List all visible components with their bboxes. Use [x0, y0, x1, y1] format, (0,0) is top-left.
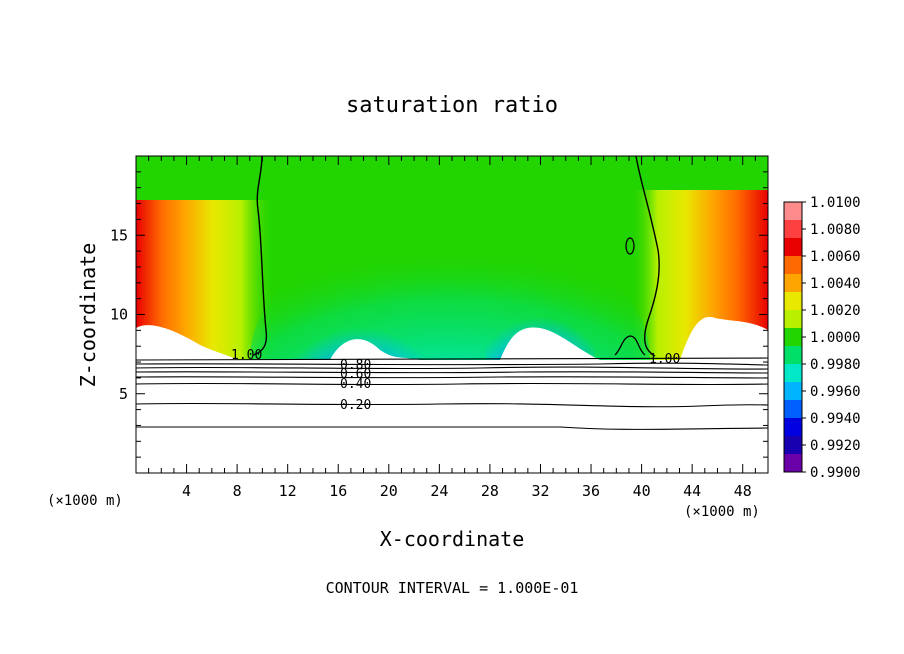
x-tick-label: 48	[734, 482, 752, 500]
y-tick-label: 10	[110, 306, 128, 324]
contour-interval-footer: CONTOUR INTERVAL = 1.000E-01	[326, 579, 579, 597]
y-tick-label: 5	[119, 385, 128, 403]
colorbar-label: 1.0040	[810, 276, 861, 292]
x-axis-label: X-coordinate	[380, 527, 525, 551]
contour-1.00-bump	[614, 335, 646, 356]
colorbar-swatch	[784, 328, 802, 347]
colorbar-label: 0.9980	[810, 357, 861, 373]
contour-line	[136, 366, 768, 370]
contour-label-1.00-left: 1.00	[231, 348, 262, 363]
y-axis-label: Z-coordinate	[76, 243, 100, 388]
contour-label-0.20: 0.20	[340, 398, 371, 413]
y-axis: 5 10 15	[110, 171, 768, 458]
contour-label-0.60: 0.60	[340, 367, 371, 382]
x-tick-label: 20	[380, 482, 398, 500]
colorbar-label: 1.0020	[810, 303, 861, 319]
lower-region	[136, 360, 768, 473]
contour-line	[136, 376, 768, 379]
colorbar-swatch	[784, 256, 802, 275]
x-tick-label: 8	[233, 482, 242, 500]
x-unit-label-left: (×1000 m)	[47, 493, 123, 509]
colorbar-swatch	[784, 400, 802, 419]
dry-region-center	[330, 339, 420, 360]
colorbar-label: 0.9900	[810, 465, 861, 481]
colorbar-swatch	[784, 364, 802, 383]
colorbar-swatch	[784, 310, 802, 329]
x-tick-label: 36	[582, 482, 600, 500]
colorbar-label: 1.0060	[810, 249, 861, 265]
dry-region-right-center	[500, 327, 600, 360]
x-unit-label-right: (×1000 m)	[684, 504, 760, 520]
colorbar-label: 0.9920	[810, 438, 861, 454]
contour-label-0.40: 0.40	[340, 377, 371, 392]
contour-labels: 0.80 0.60 0.40 0.20 1.00 1.00	[231, 348, 680, 413]
contour-line	[136, 362, 768, 366]
contour-label-1.00-right: 1.00	[649, 352, 680, 367]
contour-line	[136, 371, 768, 374]
colorbar-swatch	[784, 436, 802, 455]
contour-label-0.80: 0.80	[340, 358, 371, 373]
contour-line	[136, 426, 768, 430]
colorbar-swatch	[784, 346, 802, 365]
y-tick-label: 15	[110, 226, 128, 244]
colorbar-label: 1.0000	[810, 330, 861, 346]
x-tick-label: 28	[481, 482, 499, 500]
contour-1.00-left	[252, 156, 268, 356]
colorbar-label: 1.0080	[810, 222, 861, 238]
contour-1.00-right	[635, 156, 660, 357]
x-axis: 4 8 12 16 20 24 28 32 36 40 44 48	[148, 156, 756, 500]
x-tick-label: 4	[182, 482, 191, 500]
x-tick-label: 24	[430, 482, 448, 500]
contour-1.00-closed	[625, 237, 635, 255]
x-tick-label: 12	[279, 482, 297, 500]
colorbar-swatch	[784, 238, 802, 257]
colorbar-swatch	[784, 292, 802, 311]
colorbar-swatch	[784, 274, 802, 293]
x-tick-label: 32	[531, 482, 549, 500]
dry-region-right	[680, 316, 768, 360]
plot-area: 0.80 0.60 0.40 0.20 1.00 1.00	[136, 156, 768, 473]
colorbar-label: 0.9960	[810, 384, 861, 400]
colorbar-swatch	[784, 418, 802, 437]
colorbar-label: 1.0100	[810, 195, 861, 211]
x-tick-label: 44	[683, 482, 701, 500]
colorbar-swatch	[784, 202, 802, 221]
contour-line	[136, 402, 768, 408]
contour-line	[136, 382, 768, 386]
dry-region-left	[136, 325, 238, 360]
x-tick-label: 40	[633, 482, 651, 500]
colorbar-swatch	[784, 454, 802, 473]
colorbar-label: 0.9940	[810, 411, 861, 427]
chart-title: saturation ratio	[346, 93, 558, 118]
colorbar-swatch	[784, 220, 802, 239]
colorbar-swatch	[784, 382, 802, 401]
colorbar: 1.0100 1.0080 1.0060 1.0040 1.0020 1.0000 0.99…	[783, 195, 861, 481]
x-tick-label: 16	[329, 482, 347, 500]
